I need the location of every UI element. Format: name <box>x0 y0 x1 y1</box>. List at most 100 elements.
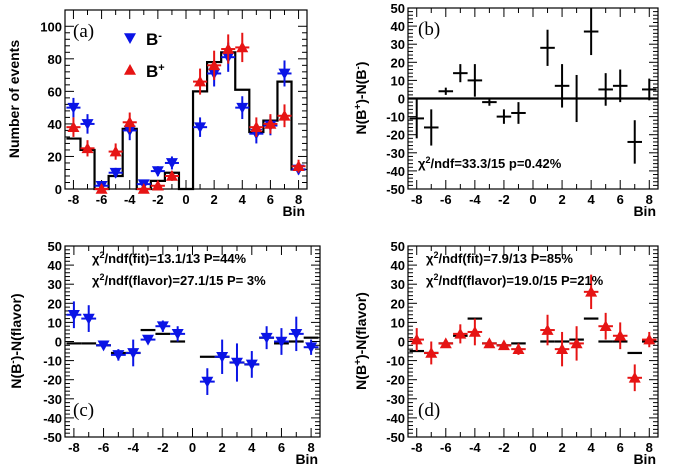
y-tick-label: -10 <box>43 354 62 369</box>
data-point-bminus <box>171 329 184 340</box>
data-point-bminus <box>194 122 207 134</box>
legend-label: B+ <box>146 62 165 81</box>
data-point-bplus <box>585 285 598 297</box>
data-point-bplus <box>599 320 612 332</box>
fit-annotation: χ2/ndf(fit)=7.9/13 P=85% <box>426 250 573 266</box>
plot-frame <box>64 9 308 190</box>
data-point-bplus <box>222 43 235 54</box>
data-point-bplus <box>95 183 108 194</box>
y-tick-label: -10 <box>386 110 405 125</box>
x-tick-label: 8 <box>646 192 653 207</box>
data-point-bplus <box>570 337 583 349</box>
data-point-bminus <box>201 376 214 388</box>
y-tick-label: 20 <box>48 296 62 311</box>
y-tick-label: -40 <box>386 411 405 426</box>
data-point-bminus <box>278 68 291 80</box>
data-point-bplus <box>208 59 221 71</box>
y-tick-label: 50 <box>48 239 62 254</box>
y-tick-label: -10 <box>386 354 405 369</box>
x-tick-label: 6 <box>267 192 274 207</box>
y-tick-label: -20 <box>43 373 62 388</box>
y-tick-label: -20 <box>386 373 405 388</box>
x-tick-label: 6 <box>278 440 285 455</box>
panel-d: -8 -6 -4 -2 0 2 4 6 8Bin-50-40-30-20-10010203040… <box>353 239 659 467</box>
x-tick-label: -4 <box>469 192 481 207</box>
data-point-bplus <box>468 325 481 337</box>
panel-label: (b) <box>418 19 440 40</box>
x-tick-label: 0 <box>189 440 196 455</box>
y-tick-label: 0 <box>55 182 62 197</box>
x-tick-label: -4 <box>127 440 139 455</box>
x-tick-label: -6 <box>98 440 110 455</box>
x-axis-label: Bin <box>633 451 656 467</box>
data-point-bplus <box>278 109 291 121</box>
fit-annotation: χ2/ndf(flavor)=19.0/15 P=21% <box>426 272 604 288</box>
y-tick-label: 30 <box>48 277 62 292</box>
y-tick-label: 0 <box>55 335 62 350</box>
data-point-bplus <box>109 145 122 157</box>
y-axis-label: Number of events <box>6 40 22 158</box>
series-bminus <box>66 301 319 395</box>
data-point-bminus <box>127 348 140 359</box>
series-bplus <box>409 274 657 392</box>
data-point-bminus <box>165 158 178 169</box>
x-tick-label: -6 <box>96 192 108 207</box>
y-tick-label: 40 <box>391 19 405 34</box>
data-point-bplus <box>497 339 510 351</box>
x-tick-label: 2 <box>219 440 226 455</box>
y-axis-label: N(B+)-N(flavor) <box>353 292 370 390</box>
y-tick-label: -40 <box>43 411 62 426</box>
panel-label: (c) <box>73 400 94 421</box>
y-tick-label: 80 <box>48 52 62 67</box>
data-point-bminus <box>216 351 229 363</box>
x-tick-label: 0 <box>529 440 536 455</box>
x-tick-label: -6 <box>440 440 452 455</box>
data-point-bminus <box>151 166 164 178</box>
y-axis-label: N(B+)-N(B-) <box>353 62 370 135</box>
y-tick-label: -20 <box>386 128 405 143</box>
data-point-bminus <box>81 119 94 130</box>
y-tick-label: 0 <box>398 335 405 350</box>
y-tick-label: -30 <box>43 392 62 407</box>
y-tick-label: 30 <box>391 37 405 52</box>
data-point-bplus <box>151 179 164 191</box>
x-tick-label: 4 <box>588 192 596 207</box>
x-tick-label: -2 <box>157 440 169 455</box>
fit-annotation: χ2/ndf(fit)=13.1/13 P=44% <box>92 250 247 266</box>
x-tick-label: -2 <box>498 440 510 455</box>
y-tick-label: 0 <box>398 92 405 107</box>
x-tick-label: -2 <box>498 192 510 207</box>
panel-c: -8 -6 -4 -2 0 2 4 6 8Bin-50-40-30-20-10010203040… <box>8 239 321 467</box>
data-point-bminus <box>290 329 303 340</box>
y-tick-label: -50 <box>386 182 405 197</box>
x-axis-label: Bin <box>295 451 318 467</box>
y-tick-label: 20 <box>48 149 62 164</box>
data-point-bplus <box>165 169 178 181</box>
y-tick-label: -30 <box>386 146 405 161</box>
data-point-bminus <box>275 336 288 348</box>
y-tick-label: -40 <box>386 164 405 179</box>
data-point-bplus <box>81 142 94 154</box>
x-tick-label: 6 <box>617 192 624 207</box>
x-tick-label: 4 <box>248 440 256 455</box>
y-axis-label: N(B-)-N(flavor) <box>8 293 25 388</box>
data-point-bplus <box>236 41 249 53</box>
fit-annotation: χ2/ndf(flavor)=27.1/15 P= 3% <box>92 272 266 288</box>
x-tick-label: -6 <box>440 192 452 207</box>
data-point-bminus <box>67 102 80 114</box>
x-tick-label: 2 <box>558 440 565 455</box>
legend-marker <box>124 64 136 75</box>
series-diff <box>409 8 657 164</box>
data-point-bminus <box>142 334 155 346</box>
x-tick-label: -4 <box>469 440 481 455</box>
data-point-bplus <box>628 371 641 383</box>
y-tick-label: 20 <box>391 296 405 311</box>
y-tick-label: 30 <box>391 277 405 292</box>
legend-marker <box>124 33 136 44</box>
data-point-bplus <box>123 116 136 128</box>
data-point-bminus <box>305 342 318 354</box>
data-point-bminus <box>97 340 110 352</box>
data-point-bplus <box>292 160 305 172</box>
data-point-bplus <box>67 121 80 132</box>
